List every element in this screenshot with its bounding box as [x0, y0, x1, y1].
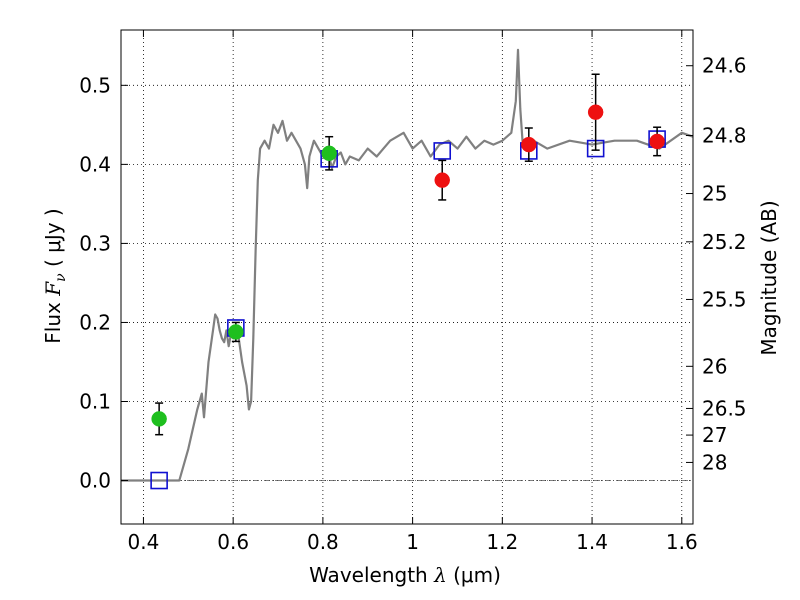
observed-photometry-point — [151, 411, 167, 427]
y2-tick-label: 28 — [702, 450, 727, 474]
grid — [121, 30, 693, 524]
observed-photometry-point — [587, 104, 604, 120]
y2-axis-label: Magnitude (AB) — [757, 200, 781, 355]
y2-tick-label: 26.5 — [702, 396, 747, 420]
y-tick-label: 0.1 — [79, 389, 111, 413]
observed-photometry-point — [228, 324, 244, 340]
observed-photometry-point — [321, 145, 337, 162]
y2-tick-label: 27 — [702, 423, 727, 447]
y-tick-label: 0.2 — [79, 310, 111, 334]
y2-tick-label: 24.8 — [702, 124, 747, 148]
x-tick-label: 0.8 — [307, 530, 339, 554]
x-tick-label: 0.4 — [128, 530, 160, 554]
y2-tick-label: 26 — [702, 354, 727, 378]
x-tick-label: 1.2 — [486, 530, 518, 554]
y2-tick-label: 25.5 — [702, 287, 747, 311]
observed-photometry-point — [521, 136, 537, 153]
model-photometry-square — [433, 142, 452, 160]
y2-tick-label: 24.6 — [702, 54, 747, 78]
y-tick-label: 0.3 — [79, 231, 111, 255]
observed-photometry-point — [649, 133, 665, 150]
model-photometry-square — [150, 471, 168, 490]
plot-area — [121, 48, 694, 490]
model-spectrum-line — [121, 48, 694, 482]
observed-photometry-point — [434, 172, 450, 188]
y2-tick-label: 25.2 — [702, 230, 747, 254]
plot-frame — [120, 29, 694, 525]
y-tick-label: 0.4 — [79, 152, 111, 176]
x-tick-label: 1.4 — [576, 530, 608, 554]
y-axis-label: Flux Fν ( μJy ) — [41, 208, 69, 343]
ticks: 0.4 0.6 0.8 1 1.2 1.4 1.6 0.0 0.1 0.2 0.3 0.4 0.5 24.… — [79, 30, 747, 554]
x-tick-label: 1 — [406, 530, 419, 554]
y2-tick-label: 25 — [702, 182, 727, 206]
y-tick-label: 0.0 — [79, 469, 111, 493]
x-tick-label: 0.6 — [217, 530, 249, 554]
y-tick-label: 0.5 — [79, 73, 111, 97]
x-axis-label: Wavelength λ (μm) — [309, 563, 501, 587]
x-tick-label: 1.6 — [666, 530, 698, 554]
